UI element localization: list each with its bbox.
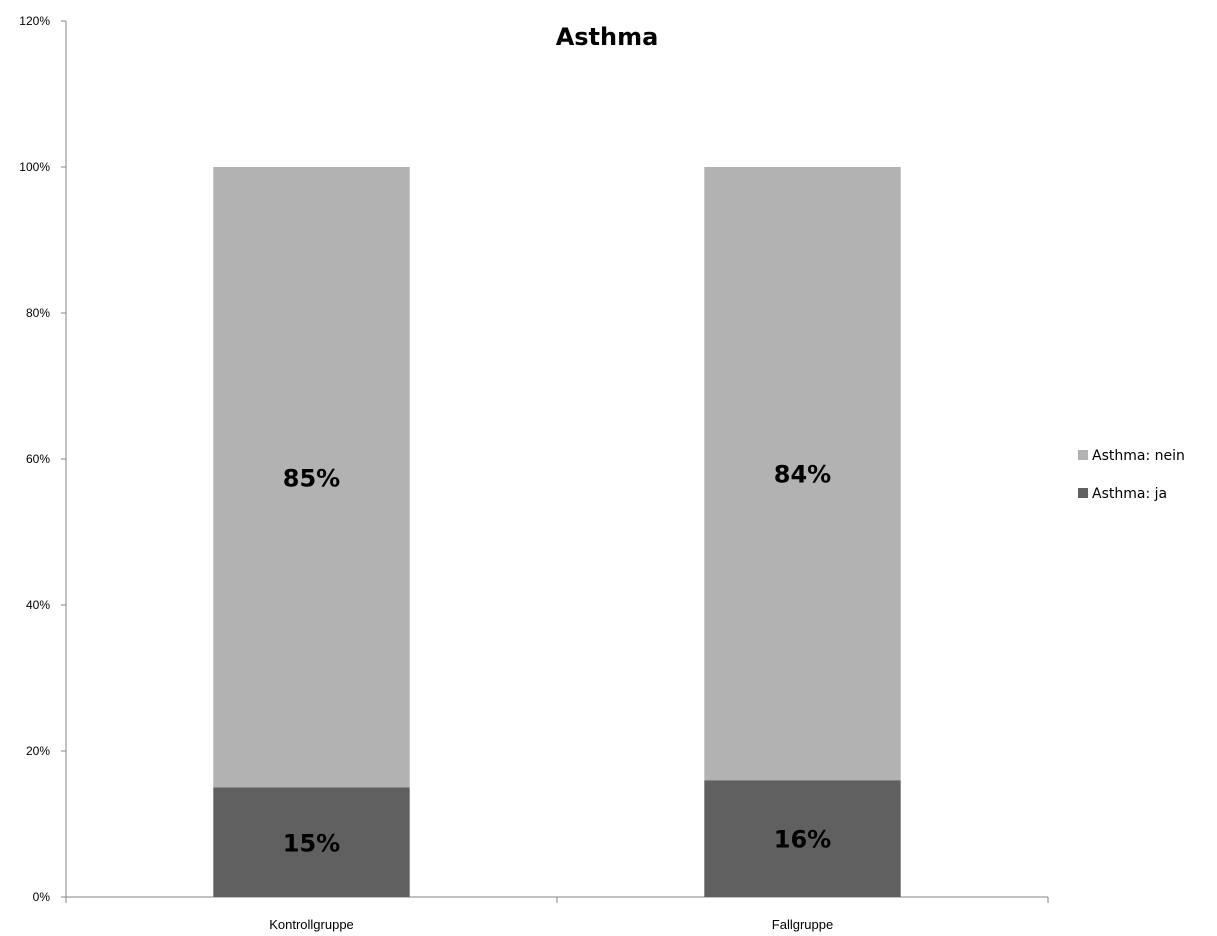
y-tick-label: 100% (19, 160, 50, 174)
y-tick-label: 20% (26, 744, 50, 758)
legend-swatch (1078, 450, 1088, 460)
x-category-label: Fallgruppe (772, 917, 833, 932)
legend-item: Asthma: ja (1078, 486, 1167, 502)
bar-segment (704, 167, 901, 781)
data-label: 16% (774, 826, 831, 854)
chart-title: Asthma (556, 23, 659, 51)
y-tick-label: 60% (26, 452, 50, 466)
y-tick-label: 40% (26, 598, 50, 612)
data-label: 84% (774, 461, 831, 489)
y-tick-label: 120% (19, 14, 50, 28)
y-tick-label: 80% (26, 306, 50, 320)
legend-item: Asthma: nein (1078, 448, 1185, 464)
y-tick-label: 0% (33, 890, 51, 904)
legend: Asthma: nein Asthma: ja (1078, 448, 1185, 502)
x-category-label: Kontrollgruppe (269, 917, 354, 932)
x-axis: Kontrollgruppe Fallgruppe (65, 896, 1049, 932)
data-label: 15% (283, 829, 340, 857)
bars: 15% 85% 16% 84% (213, 167, 901, 897)
legend-swatch (1078, 488, 1088, 498)
bar-segment (704, 780, 901, 897)
legend-label: Asthma: nein (1092, 448, 1185, 464)
bar-segment (213, 167, 410, 788)
bar-segment (213, 787, 410, 897)
legend-label: Asthma: ja (1092, 486, 1167, 502)
data-label: 85% (283, 464, 340, 492)
y-axis: 0% 20% 40% 60% 80% 100% 120% (19, 14, 67, 904)
